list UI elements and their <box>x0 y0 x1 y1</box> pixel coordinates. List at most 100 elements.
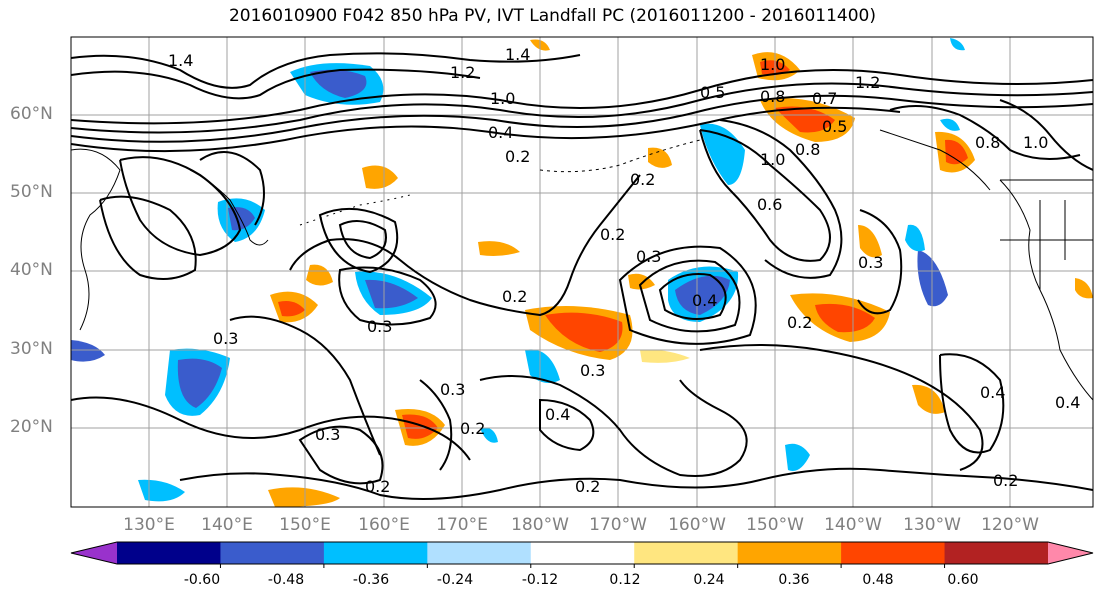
colorbar-cell <box>944 542 1049 564</box>
lon-label: 150°W <box>746 515 804 535</box>
positive-anomaly <box>628 273 655 290</box>
colorbar-cell <box>530 542 635 564</box>
colorbar-cell <box>220 542 325 564</box>
contour-label: 0.4 <box>545 405 570 424</box>
contour-label: 0.3 <box>580 361 605 380</box>
contour-label: 1.2 <box>450 63 475 82</box>
positive-anomaly <box>545 312 623 352</box>
positive-anomaly <box>268 487 340 507</box>
plot-frame <box>70 36 1094 508</box>
colorbar-cell <box>634 542 739 564</box>
positive-anomaly <box>775 106 835 133</box>
lon-label: 140°E <box>201 515 253 535</box>
contour-label: 0.8 <box>975 133 1000 152</box>
contour-lines <box>71 52 1093 500</box>
lon-label: 170°E <box>436 515 488 535</box>
contour-label: 0.3 <box>858 253 883 272</box>
contour-label: 0.5 <box>700 83 725 102</box>
negative-anomaly <box>675 275 730 315</box>
positive-anomaly <box>306 264 333 286</box>
contour-label: 0.2 <box>993 471 1018 490</box>
colorbar-cell <box>323 542 428 564</box>
contour-label: 0.2 <box>505 147 530 166</box>
contour-label: 0.3 <box>367 317 392 336</box>
negative-anomaly <box>365 279 418 309</box>
colorbar-extend-min <box>71 542 117 564</box>
colorbar <box>70 541 1094 568</box>
positive-anomaly <box>362 165 398 189</box>
contour-label: 0.8 <box>795 140 820 159</box>
positive-anomaly <box>478 241 520 256</box>
positive-anomaly <box>1075 278 1093 299</box>
positive-anomaly <box>648 147 672 168</box>
negative-anomaly <box>950 38 965 51</box>
lon-label: 150°E <box>279 515 331 535</box>
colorbar-tick-label: -0.60 <box>183 572 221 588</box>
lon-label: 120°W <box>981 515 1039 535</box>
contour-label: 0.5 <box>822 117 847 136</box>
lon-label: 160°W <box>668 515 726 535</box>
lat-label-50n: 50°N <box>10 182 53 202</box>
contour-label: 0.2 <box>630 170 655 189</box>
coastlines <box>71 129 1093 401</box>
colorbar-cell <box>117 542 221 564</box>
contour-label: 0.2 <box>787 313 812 332</box>
colorbar-cell <box>427 542 532 564</box>
lon-label: 170°W <box>589 515 647 535</box>
contour-label: 1.0 <box>1023 133 1048 152</box>
lat-label-30n: 30°N <box>10 339 53 359</box>
positive-anomaly <box>815 303 875 333</box>
lon-label: 130°E <box>123 515 175 535</box>
lat-label-60n: 60°N <box>10 104 53 124</box>
colorbar-tick-label: -0.48 <box>267 572 305 588</box>
colorbar-tick-label: -0.36 <box>352 572 390 588</box>
contour-label: 1.0 <box>490 89 515 108</box>
contour-label: 1.0 <box>760 150 785 169</box>
colorbar-cell <box>737 542 842 564</box>
positive-anomaly <box>278 301 305 317</box>
contour-label: 0.6 <box>757 195 782 214</box>
gridlines <box>71 37 1093 507</box>
colorbar-tick-label: 0.12 <box>609 572 641 588</box>
contour-label: 0.4 <box>1055 393 1080 412</box>
contour-label: 0.3 <box>213 329 238 348</box>
map-title: 2016010900 F042 850 hPa PV, IVT Landfall… <box>228 6 876 26</box>
lat-label-20n: 20°N <box>10 417 53 437</box>
lon-label: 180°W <box>511 515 569 535</box>
negative-anomaly <box>71 340 105 362</box>
positive-anomaly <box>640 349 690 363</box>
colorbar-tick-label: 0.24 <box>693 572 725 588</box>
colorbar-tick-label: 0.60 <box>947 572 979 588</box>
contour-label: 0.2 <box>460 419 485 438</box>
negative-anomaly <box>177 358 222 408</box>
contour-label: 0.4 <box>692 291 717 310</box>
contour-label: 1.2 <box>855 73 880 92</box>
contour-label: 1.4 <box>168 51 193 70</box>
lat-label-40n: 40°N <box>10 260 53 280</box>
colorbar-extend-max <box>1048 542 1093 564</box>
contour-label: 1.0 <box>760 55 785 74</box>
contour-label: 0.2 <box>600 225 625 244</box>
colorbar-outline <box>70 541 1094 565</box>
contour-label: 0.2 <box>365 477 390 496</box>
contour-label: 0.3 <box>636 247 661 266</box>
colorbar-cell <box>841 542 946 564</box>
contour-label: 0.4 <box>980 383 1005 402</box>
contour-label: 0.3 <box>440 380 465 399</box>
positive-anomaly <box>402 414 438 439</box>
contour-label: 0.8 <box>760 87 785 106</box>
negative-anomaly <box>138 479 185 502</box>
colorbar-tick-label: 0.48 <box>862 572 894 588</box>
lon-label: 130°W <box>903 515 961 535</box>
contour-label: 0.3 <box>315 425 340 444</box>
contour-label: 0.2 <box>502 287 527 306</box>
contour-label: 0.7 <box>812 89 837 108</box>
contour-label: 0.2 <box>575 477 600 496</box>
negative-anomaly <box>940 118 960 131</box>
negative-anomaly <box>310 69 367 98</box>
lon-label: 140°W <box>824 515 882 535</box>
negative-anomaly <box>525 349 560 384</box>
contour-label: 0.4 <box>488 123 513 142</box>
negative-anomaly <box>785 443 810 471</box>
